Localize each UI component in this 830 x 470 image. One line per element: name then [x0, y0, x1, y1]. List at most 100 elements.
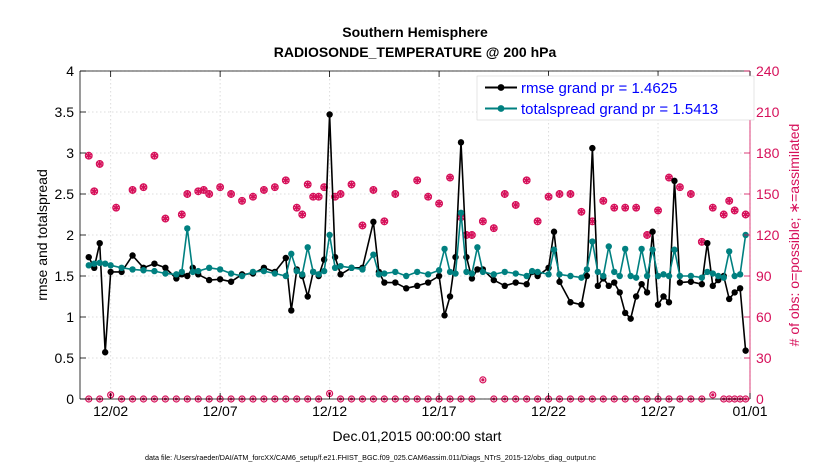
rmse-point: [205, 276, 213, 284]
spread-point: [643, 272, 651, 280]
spread-point: [578, 274, 585, 281]
rmse-point: [490, 276, 498, 284]
spread-point: [446, 268, 454, 276]
rmse-point: [671, 177, 678, 185]
obs-star-stroke: [730, 207, 739, 213]
rmse-point: [676, 279, 684, 286]
y-axis-label: rmse and totalspread: [34, 169, 50, 301]
obs-assimilated-marker: [369, 186, 378, 194]
obs-assimilated-marker: [271, 183, 279, 191]
obs-assimilated-marker: [391, 190, 399, 198]
obs-assimilated-marker: [632, 203, 640, 212]
spread-point: [91, 260, 98, 267]
footnote: data file: /Users/raeder/DAI/ATM_forcXX/…: [145, 453, 596, 462]
legend-rmse-marker: [497, 84, 505, 91]
obs-low-assimilated-marker: [481, 378, 485, 382]
obs-star-stroke: [424, 194, 432, 200]
spread-point: [195, 267, 202, 275]
spread-point: [676, 272, 684, 280]
spread-point: [545, 271, 552, 278]
spread-point: [216, 266, 224, 273]
rmse-point: [435, 272, 443, 280]
obs-star-stroke: [741, 211, 750, 218]
rmse-point: [556, 278, 563, 285]
obs-assimilated-marker: [112, 203, 120, 212]
spread-point: [621, 245, 629, 253]
spread-line: [88, 212, 747, 279]
spread-point: [359, 266, 366, 273]
rmse-point: [709, 282, 716, 290]
spread-point: [337, 262, 344, 270]
obs-star-stroke: [150, 153, 159, 159]
obs-star-stroke: [709, 205, 717, 211]
obs-assimilated-marker: [178, 210, 186, 219]
obs-assimilated-marker: [282, 176, 290, 185]
rmse-point: [457, 139, 465, 146]
spread-point: [424, 271, 432, 278]
spread-point: [720, 274, 727, 281]
obs-star-stroke: [216, 184, 224, 190]
obs-star-stroke: [112, 205, 120, 211]
rmse-point: [704, 240, 711, 247]
obs-assimilated-marker: [150, 151, 159, 160]
obs-assimilated-marker: [599, 197, 607, 205]
obs-assimilated-marker: [555, 190, 564, 198]
obs-star-stroke: [238, 198, 246, 204]
obs-star-stroke: [249, 194, 257, 200]
rmse-point: [594, 282, 602, 290]
obs-assimilated-marker: [128, 186, 137, 194]
spread-point: [85, 262, 92, 269]
rmse-point: [413, 282, 421, 290]
y-tick-label: 2: [66, 227, 74, 243]
obs-star-stroke: [599, 198, 607, 204]
obs-assimilated-marker: [698, 238, 706, 246]
obs-star-stroke: [544, 194, 553, 200]
x-tick-label: 01/01: [732, 403, 767, 419]
spread-point: [249, 268, 257, 276]
obs-star-stroke: [260, 187, 268, 193]
obs-assimilated-marker: [96, 160, 104, 168]
legend-spread-marker: [497, 105, 505, 112]
obs-star-stroke: [298, 211, 306, 218]
obs-star-stroke: [643, 232, 651, 238]
obs-star-stroke: [128, 187, 137, 193]
spread-point: [616, 272, 623, 280]
rmse-point: [583, 272, 591, 280]
rmse-point: [107, 268, 114, 276]
obs-star-stroke: [522, 177, 531, 183]
spread-point: [189, 268, 196, 276]
x-axis-label: Dec.01,2015 00:00:00 start: [333, 428, 502, 444]
spread-point: [736, 271, 744, 278]
obs-assimilated-marker: [380, 217, 389, 226]
spread-point: [403, 272, 410, 280]
obs-assimilated-marker: [501, 190, 509, 198]
spread-point: [107, 262, 114, 269]
obs-assimilated-marker: [490, 224, 498, 232]
spread-point: [370, 251, 377, 258]
rmse-point: [85, 253, 92, 261]
rmse-point: [381, 279, 388, 286]
y-right-tick-label: 60: [756, 309, 772, 325]
rmse-point: [282, 254, 290, 262]
rmse-point: [403, 285, 410, 292]
obs-assimilated-marker: [249, 192, 257, 201]
obs-assimilated-marker: [435, 199, 443, 208]
legend-box: [476, 75, 755, 121]
obs-star-stroke: [380, 218, 389, 224]
rmse-point: [736, 285, 744, 292]
rmse-point: [227, 278, 235, 285]
obs-assimilated-marker: [200, 186, 208, 194]
y-tick-label: 0.5: [55, 350, 75, 366]
y-tick-label: 1: [66, 309, 74, 325]
spread-point: [583, 266, 591, 273]
spread-point: [474, 244, 481, 251]
rmse-point: [370, 218, 377, 226]
spread-point: [118, 264, 125, 271]
rmse-point: [304, 293, 311, 300]
obs-assimilated-marker: [730, 206, 739, 215]
spread-point: [611, 268, 618, 276]
spread-point: [227, 270, 235, 277]
obs-assimilated-marker: [709, 203, 717, 212]
obs-assimilated-marker: [298, 210, 306, 219]
obs-assimilated-marker: [654, 206, 662, 215]
